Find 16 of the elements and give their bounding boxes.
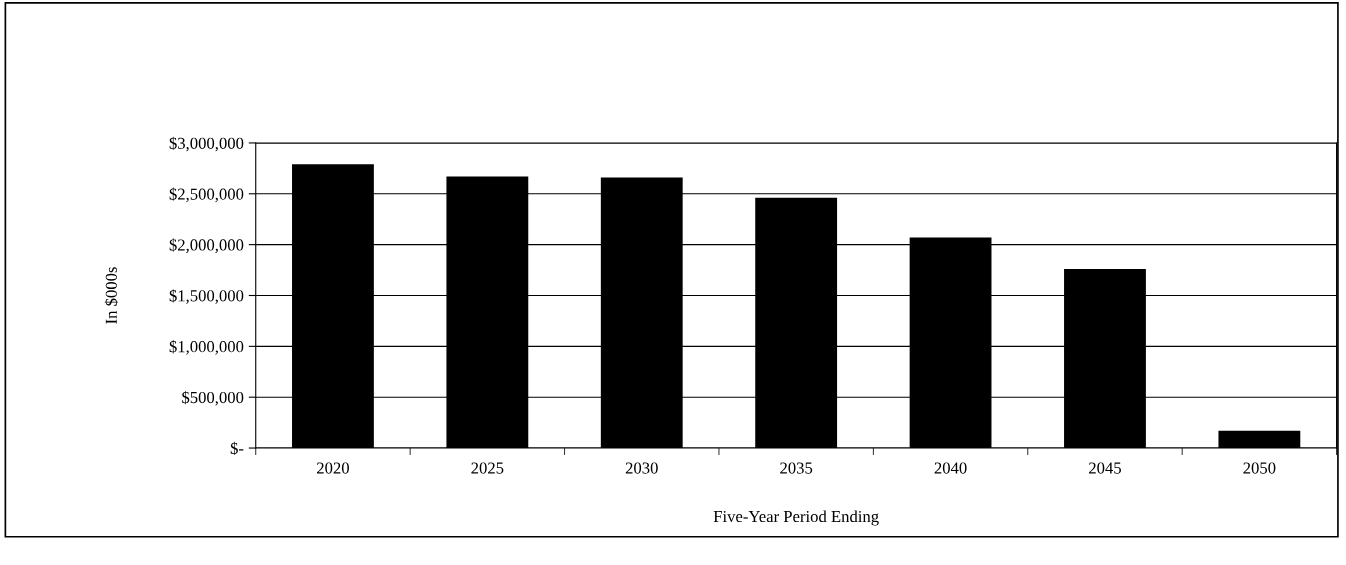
x-tick-label: 2020	[317, 462, 349, 474]
y-axis-title: In $000s	[104, 267, 119, 324]
y-tick-label: $1,000,000	[169, 340, 244, 355]
x-tick-label: 2025	[471, 462, 504, 474]
y-tick-label: $-	[230, 441, 244, 456]
x-tick-label: 2030	[625, 462, 658, 474]
x-tick-label: 2050	[1243, 462, 1276, 474]
x-tick-label: 2040	[934, 462, 967, 474]
x-tick-label: 2045	[1089, 462, 1121, 474]
y-tick-label: $3,000,000	[169, 136, 244, 152]
y-tick-label: $2,000,000	[169, 238, 244, 253]
y-tick-label: $2,500,000	[169, 187, 244, 203]
x-tick-label: 2035	[780, 462, 813, 474]
y-tick-label: $1,500,000	[169, 289, 244, 304]
y-tick-label: $500,000	[182, 390, 244, 406]
x-axis-title: Five-Year Period Ending	[713, 510, 879, 526]
